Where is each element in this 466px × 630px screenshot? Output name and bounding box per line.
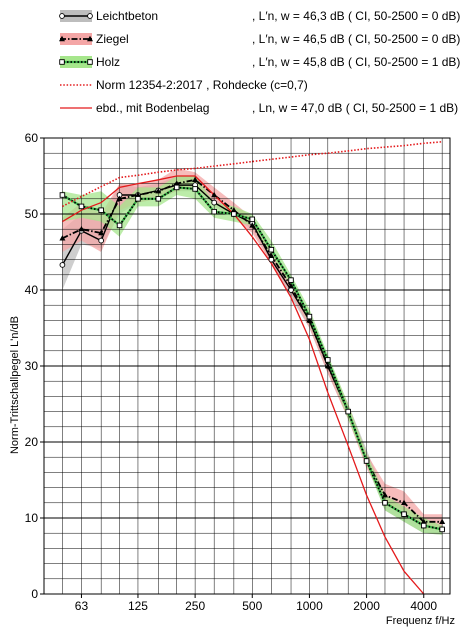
x-tick-label: 500 xyxy=(242,599,262,613)
data-point-ziegel xyxy=(134,191,141,198)
x-tick-label: 63 xyxy=(75,599,89,613)
legend-label: Norm 12354-2:2017 , Rohdecke (c=0,7) xyxy=(96,78,308,92)
data-point-ziegel xyxy=(192,176,199,182)
data-point-holz xyxy=(116,222,123,229)
x-tick-label: 1000 xyxy=(296,599,323,613)
legend-marker xyxy=(87,59,93,65)
legend-value: , Ln, w = 47,0 dB ( CI, 50-2500 = 1 dB) xyxy=(252,101,458,115)
legend-marker xyxy=(59,59,65,65)
legend-value: , L′n, w = 45,8 dB ( CI, 50-2500 = 1 dB) xyxy=(252,55,460,69)
y-tick-label: 30 xyxy=(25,359,39,373)
data-point-ziegel xyxy=(324,362,331,369)
data-point-holz xyxy=(192,186,198,192)
data-point-leichtbeton xyxy=(211,199,218,206)
data-point-holz xyxy=(288,277,294,283)
data-point-ziegel xyxy=(59,235,66,241)
data-point-holz xyxy=(59,192,66,198)
data-point-holz xyxy=(231,211,237,217)
y-tick-label: 50 xyxy=(25,207,39,221)
data-point-ziegel xyxy=(116,195,123,201)
legend-label: Leichtbeton xyxy=(96,9,158,23)
data-point-holz xyxy=(173,184,180,191)
y-tick-label: 40 xyxy=(25,283,39,297)
legend: Leichtbeton , L′n, w = 46,3 dB ( CI, 50-2… xyxy=(59,9,460,115)
data-point-ziegel xyxy=(401,499,408,505)
y-axis-label: Norm-Trittschallpegel L'n/dB xyxy=(9,316,21,454)
legend-value: , L′n, w = 46,3 dB ( CI, 50-2500 = 0 dB) xyxy=(252,9,460,23)
legend-entry-leichtbeton: Leichtbeton , L′n, w = 46,3 dB ( CI, 50-2… xyxy=(59,9,460,23)
data-point-ziegel xyxy=(306,317,313,323)
grid xyxy=(44,138,450,594)
series-line-norm-12354-2-2017-rohdecke-c-0-7 xyxy=(62,141,443,208)
legend-entry-holz: Holz , L′n, w = 45,8 dB ( CI, 50-2500 = 1… xyxy=(59,55,460,69)
legend-value: , L′n, w = 46,5 dB ( CI, 50-2500 = 0 dB) xyxy=(252,32,460,46)
data-point-holz xyxy=(135,196,141,202)
y-tick-label: 0 xyxy=(31,587,38,601)
data-point-ziegel xyxy=(173,180,180,186)
data-point-ziegel xyxy=(249,222,256,228)
data-point-ziegel xyxy=(230,207,237,213)
legend-marker xyxy=(59,35,65,42)
data-point-leichtbeton xyxy=(59,262,66,268)
legend-marker xyxy=(87,13,93,19)
data-point-ziegel xyxy=(155,188,162,194)
data-point-ziegel xyxy=(439,518,446,524)
data-point-holz xyxy=(249,216,256,223)
legend-marker xyxy=(87,35,93,42)
data-point-holz xyxy=(211,208,217,215)
legend-entry-ziegel: Ziegel , L′n, w = 46,5 dB ( CI, 50-2500 =… xyxy=(59,32,460,46)
data-point-ziegel xyxy=(98,229,105,236)
data-point-holz xyxy=(155,196,162,202)
data-point-leichtbeton xyxy=(98,237,105,244)
legend-label: Holz xyxy=(96,55,120,69)
data-point-holz xyxy=(78,203,85,210)
data-point-holz xyxy=(382,500,388,506)
legend-label: ebd., mit Bodenbelag xyxy=(96,101,209,115)
y-tick-label: 10 xyxy=(25,511,39,525)
legend-label: Ziegel xyxy=(96,32,129,46)
series-line-ebd-mit-bodenbelag xyxy=(62,175,425,595)
data-point-holz xyxy=(268,246,275,253)
x-axis-label: Frequenz f/Hz xyxy=(386,615,455,627)
legend-entry-norm-12354-2-2017-rohdecke-c-0-7: Norm 12354-2:2017 , Rohdecke (c=0,7) xyxy=(60,78,308,92)
x-tick-label: 2000 xyxy=(353,599,380,613)
data-point-ziegel xyxy=(78,226,85,232)
legend-entry-ebd-mit-bodenbelag: ebd., mit Bodenbelag , Ln, w = 47,0 dB ( … xyxy=(60,101,458,115)
x-tick-label: 4000 xyxy=(410,599,437,613)
y-tick-label: 60 xyxy=(25,131,39,145)
data-point-ziegel xyxy=(381,492,388,498)
series-markers xyxy=(59,176,446,533)
y-tick-label: 20 xyxy=(25,435,39,449)
data-point-ziegel xyxy=(420,518,427,524)
data-point-holz xyxy=(345,408,351,415)
data-point-holz xyxy=(439,526,445,533)
data-point-holz xyxy=(98,207,104,213)
x-tick-label: 250 xyxy=(185,599,205,613)
data-point-holz xyxy=(306,313,313,320)
data-point-holz xyxy=(363,458,370,464)
data-point-ziegel xyxy=(268,252,275,258)
x-tick-label: 125 xyxy=(128,599,148,613)
data-point-holz xyxy=(401,511,407,517)
data-point-ziegel xyxy=(211,191,218,198)
legend-marker xyxy=(59,13,65,19)
axes: 0 10 20 30 40 50 60 63 125 250 500 1000 2000 4000 xyxy=(25,131,451,613)
data-point-holz xyxy=(325,357,331,363)
data-point-holz xyxy=(420,522,427,529)
data-point-ziegel xyxy=(288,283,295,289)
